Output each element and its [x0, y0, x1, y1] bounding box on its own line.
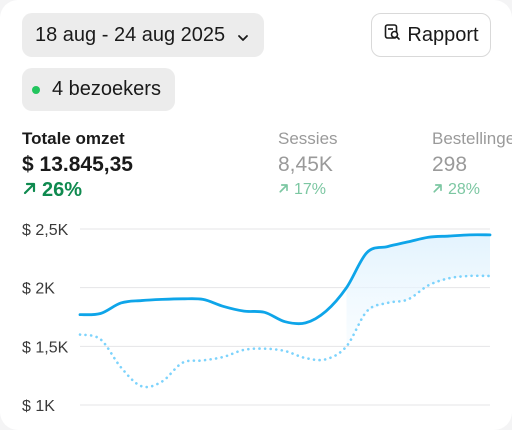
revenue-line-chart: $ 2,5K $ 2K $ 1,5K $ 1K [22, 222, 492, 415]
chevron-down-icon [236, 28, 250, 51]
metric-value: 8,45K [278, 153, 333, 176]
arrow-up-right-icon [278, 179, 290, 201]
report-button-label: Rapport [407, 23, 479, 46]
y-tick-label: $ 2K [22, 281, 55, 298]
report-icon [383, 23, 401, 47]
live-status-dot [32, 85, 40, 94]
metric-orders[interactable]: Bestellingen 298 28% [432, 129, 512, 201]
y-tick-label: $ 1,5K [22, 339, 69, 356]
metric-value: 298 [432, 153, 468, 176]
series-line-current-period [78, 233, 492, 326]
metric-label: Bestellingen [432, 129, 512, 148]
visitors-badge: 4 bezoekers [22, 68, 175, 111]
metric-label: Sessies [278, 129, 338, 148]
metric-total-revenue[interactable]: Totale omzet $ 13.845,35 26% [22, 129, 133, 201]
y-tick-label: $ 2,5K [22, 222, 69, 239]
metric-change: 17% [278, 179, 338, 201]
metric-change: 28% [432, 179, 512, 201]
metric-change: 26% [22, 179, 133, 201]
metric-label: Totale omzet [22, 129, 125, 148]
y-tick-label: $ 1K [22, 398, 55, 415]
arrow-up-right-icon [22, 179, 38, 201]
visitors-label: 4 bezoekers [52, 78, 161, 100]
metric-change-value: 17% [294, 181, 327, 198]
date-range-label: 18 aug - 24 aug 2025 [35, 23, 226, 46]
report-button[interactable]: Rapport [371, 13, 491, 57]
date-range-button[interactable]: 18 aug - 24 aug 2025 [22, 13, 264, 57]
metric-change-value: 28% [448, 181, 481, 198]
arrow-up-right-icon [432, 179, 444, 201]
series-line-previous-period [78, 274, 492, 389]
comparison-area [346, 234, 490, 347]
metric-change-value: 26% [42, 179, 83, 201]
metric-value: $ 13.845,35 [22, 153, 133, 176]
metric-sessions[interactable]: Sessies 8,45K 17% [278, 129, 338, 201]
